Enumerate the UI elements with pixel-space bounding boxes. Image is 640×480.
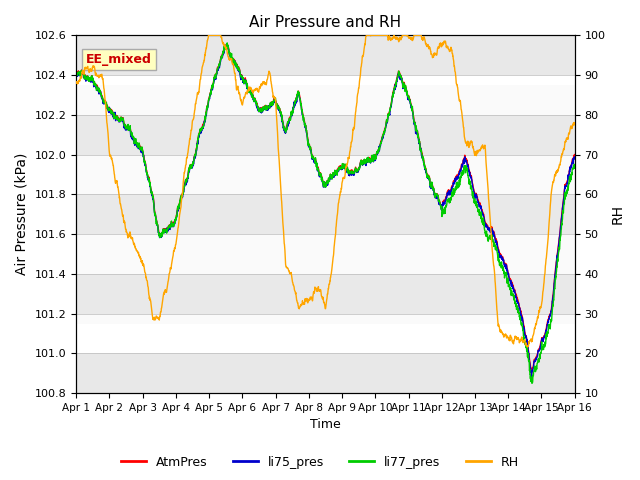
Bar bbox=[76, 274, 575, 313]
Title: Air Pressure and RH: Air Pressure and RH bbox=[250, 15, 401, 30]
Y-axis label: Air Pressure (kPa): Air Pressure (kPa) bbox=[15, 153, 29, 276]
Bar bbox=[76, 353, 575, 393]
Bar bbox=[76, 36, 575, 75]
Y-axis label: RH: RH bbox=[611, 204, 625, 224]
Text: EE_mixed: EE_mixed bbox=[86, 53, 152, 66]
Bar bbox=[76, 115, 575, 155]
Bar bbox=[76, 85, 575, 324]
Bar bbox=[76, 194, 575, 234]
Legend: AtmPres, li75_pres, li77_pres, RH: AtmPres, li75_pres, li77_pres, RH bbox=[116, 451, 524, 474]
X-axis label: Time: Time bbox=[310, 419, 341, 432]
